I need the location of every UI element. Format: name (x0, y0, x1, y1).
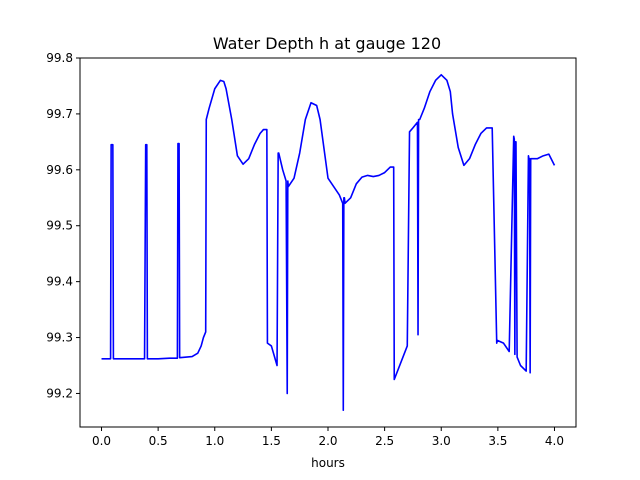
x-tick-label: 0.0 (92, 434, 111, 448)
y-tick-label: 99.3 (46, 331, 73, 345)
x-axis-label: hours (311, 456, 345, 470)
plot-frame (79, 57, 577, 428)
x-tick-label: 2.5 (375, 434, 394, 448)
x-axis: 0.0 0.5 1.0 1.5 2.0 2.5 3.0 3.5 4.0 (92, 427, 564, 448)
x-tick-label: 4.0 (545, 434, 564, 448)
y-tick-label: 99.5 (46, 219, 73, 233)
x-tick-label: 3.5 (488, 434, 507, 448)
series-layer (101, 73, 556, 412)
x-tick-label: 1.0 (205, 434, 224, 448)
series-line-0 (101, 73, 556, 412)
y-tick-label: 99.4 (46, 275, 73, 289)
y-tick-label: 99.8 (46, 51, 73, 65)
y-tick-label: 99.2 (46, 386, 73, 400)
y-axis: 99.2 99.3 99.4 99.5 99.6 99.7 99.8 (46, 51, 80, 400)
y-tick-label: 99.7 (46, 107, 73, 121)
x-tick-label: 2.0 (318, 434, 337, 448)
chart-title: Water Depth h at gauge 120 (213, 34, 441, 53)
x-tick-label: 3.0 (432, 434, 451, 448)
x-tick-label: 0.5 (149, 434, 168, 448)
x-tick-label: 1.5 (262, 434, 281, 448)
y-tick-label: 99.6 (46, 163, 73, 177)
